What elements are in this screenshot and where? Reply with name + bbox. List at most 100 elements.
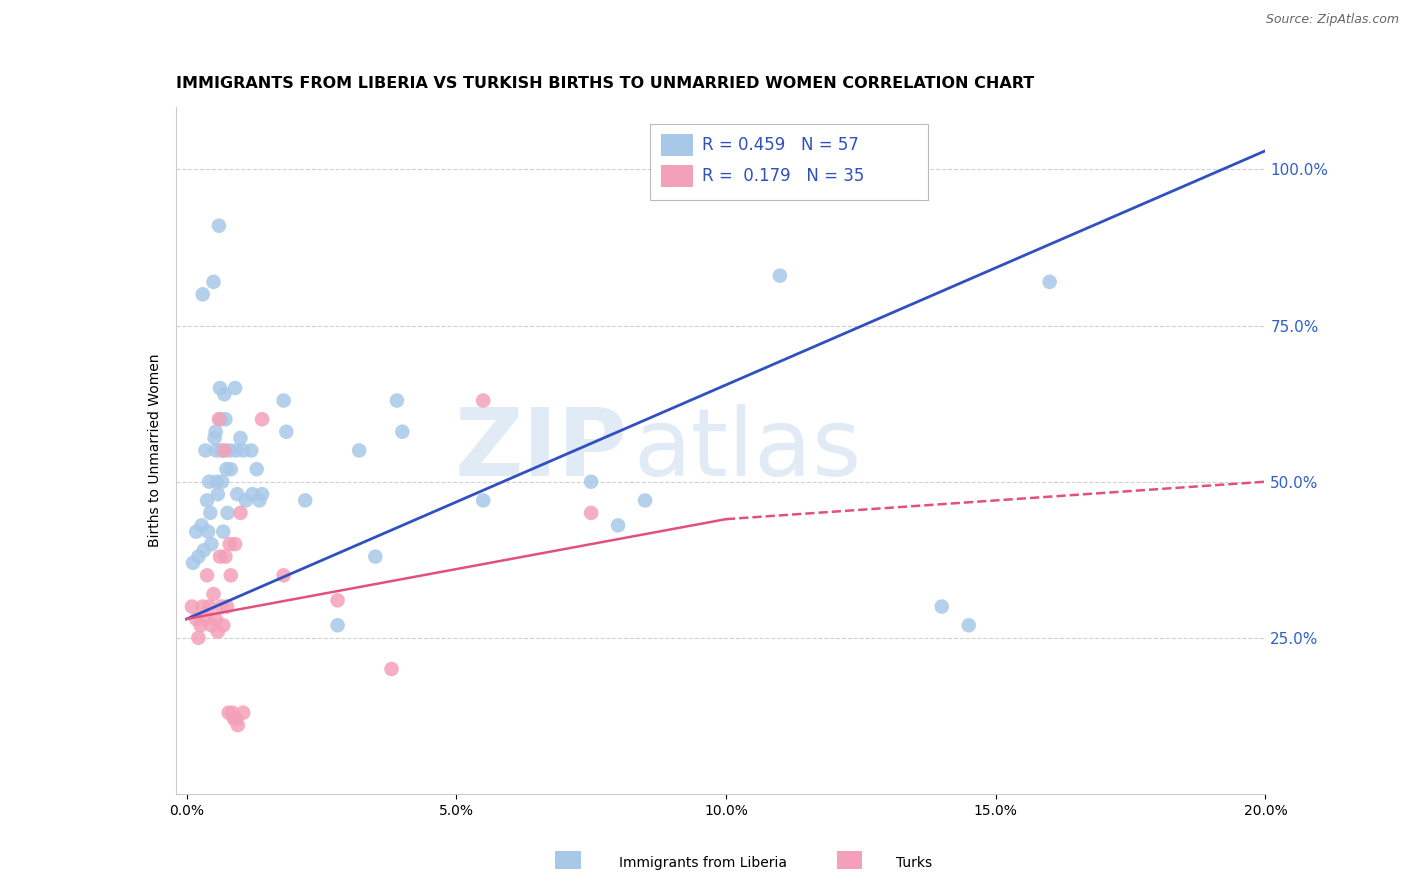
Point [217, 506, 239, 520]
Point [931, 599, 953, 614]
Point [1039, 275, 1062, 289]
Point [194, 443, 217, 458]
Text: R = 0.459   N = 57: R = 0.459 N = 57 [702, 136, 859, 153]
Point [250, 487, 273, 501]
Point [190, 618, 212, 632]
Point [579, 475, 602, 489]
Point [211, 475, 233, 489]
Point [181, 599, 204, 614]
Point [222, 712, 245, 726]
Y-axis label: Births to Unmarried Women: Births to Unmarried Women [148, 354, 162, 547]
Point [200, 537, 222, 551]
Point [211, 599, 233, 614]
Point [225, 712, 247, 726]
Point [240, 487, 263, 501]
Point [190, 518, 212, 533]
Point [198, 599, 221, 614]
Point [198, 475, 221, 489]
Point [187, 549, 209, 564]
Point [240, 443, 263, 458]
Point [380, 662, 402, 676]
Point [957, 618, 980, 632]
Point [607, 518, 630, 533]
Point [194, 612, 217, 626]
Point [326, 618, 349, 632]
Point [246, 462, 269, 476]
Point [634, 493, 657, 508]
Point [186, 612, 208, 626]
Text: atlas: atlas [633, 404, 862, 497]
Point [207, 487, 229, 501]
Point [214, 549, 236, 564]
Point [385, 393, 408, 408]
FancyBboxPatch shape [555, 851, 581, 869]
Point [276, 425, 298, 439]
Point [195, 493, 218, 508]
Point [229, 431, 252, 445]
Point [215, 462, 238, 476]
Point [204, 612, 226, 626]
Point [391, 425, 413, 439]
Point [224, 381, 246, 395]
Point [214, 443, 236, 458]
Point [219, 462, 242, 476]
Text: IMMIGRANTS FROM LIBERIA VS TURKISH BIRTHS TO UNMARRIED WOMEN CORRELATION CHART: IMMIGRANTS FROM LIBERIA VS TURKISH BIRTH… [176, 76, 1033, 91]
Point [186, 524, 208, 539]
Point [232, 706, 254, 720]
FancyBboxPatch shape [661, 134, 693, 156]
Point [218, 443, 240, 458]
Point [472, 393, 495, 408]
Point [215, 599, 238, 614]
Point [204, 425, 226, 439]
Point [212, 618, 235, 632]
Point [208, 219, 231, 233]
Point [205, 443, 228, 458]
Point [200, 506, 222, 520]
Point [212, 524, 235, 539]
Point [218, 537, 240, 551]
Point [226, 718, 249, 732]
Point [205, 475, 228, 489]
Text: R =  0.179   N = 35: R = 0.179 N = 35 [702, 168, 865, 186]
Text: ZIP: ZIP [456, 404, 628, 497]
Point [226, 487, 249, 501]
FancyBboxPatch shape [837, 851, 862, 869]
Point [214, 387, 236, 401]
Point [364, 549, 387, 564]
Point [202, 275, 225, 289]
Text: Immigrants from Liberia: Immigrants from Liberia [619, 855, 787, 870]
Point [195, 568, 218, 582]
Point [207, 624, 229, 639]
Point [219, 568, 242, 582]
Point [247, 493, 270, 508]
Point [579, 506, 602, 520]
Point [193, 543, 215, 558]
FancyBboxPatch shape [661, 165, 693, 187]
Point [211, 443, 233, 458]
Point [218, 706, 240, 720]
Point [209, 412, 232, 426]
Point [273, 393, 295, 408]
Text: Turks: Turks [896, 855, 932, 870]
Point [197, 524, 219, 539]
Point [204, 431, 226, 445]
Point [208, 549, 231, 564]
Point [187, 631, 209, 645]
Point [191, 287, 214, 301]
Point [250, 412, 273, 426]
Text: Source: ZipAtlas.com: Source: ZipAtlas.com [1265, 13, 1399, 27]
Point [326, 593, 349, 607]
Point [273, 568, 295, 582]
Point [232, 443, 254, 458]
Point [294, 493, 316, 508]
Point [347, 443, 370, 458]
Point [224, 537, 246, 551]
Point [214, 412, 236, 426]
Point [202, 587, 225, 601]
Point [208, 412, 231, 426]
Point [208, 381, 231, 395]
Point [200, 618, 222, 632]
Point [769, 268, 792, 283]
Point [229, 506, 252, 520]
Point [181, 556, 204, 570]
